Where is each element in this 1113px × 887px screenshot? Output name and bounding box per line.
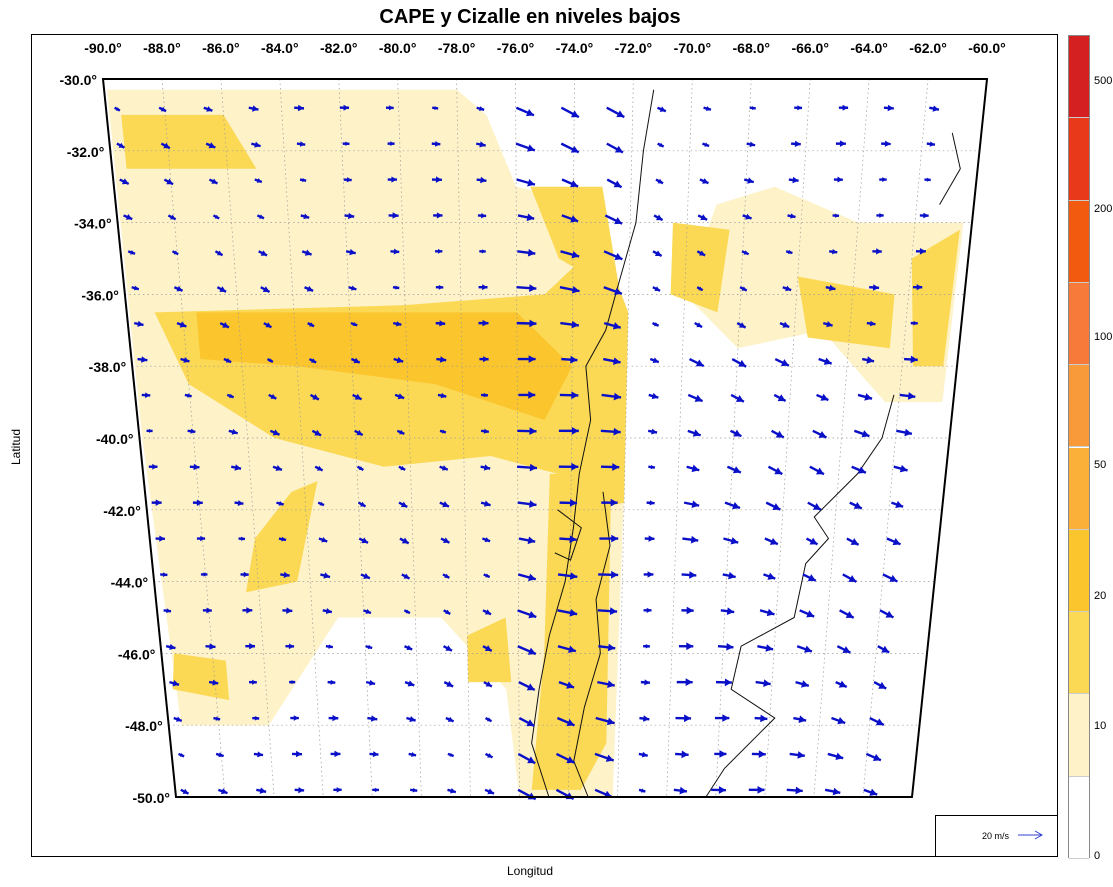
lon-label: -72.0° xyxy=(615,40,653,56)
lon-label: -90.0° xyxy=(84,40,122,56)
x-axis-label: Longitud xyxy=(506,864,554,878)
vector-legend: 20 m/s xyxy=(935,815,1058,857)
lon-label: -64.0° xyxy=(850,40,888,56)
y-axis-label: Latitud xyxy=(9,428,24,466)
lon-label: -68.0° xyxy=(733,40,771,56)
colorbar-segment xyxy=(1069,36,1089,119)
colorbar-tick-label: 50 xyxy=(1094,459,1107,471)
lat-label: -38.0° xyxy=(89,359,127,375)
cape-fields xyxy=(107,89,964,797)
colorbar-segment xyxy=(1069,447,1089,530)
map-title: CAPE y Cizalle en niveles bajos xyxy=(379,6,681,28)
lon-label: -74.0° xyxy=(556,40,594,56)
lat-label: -42.0° xyxy=(103,503,141,519)
lon-label: -76.0° xyxy=(497,40,535,56)
lat-label: -44.0° xyxy=(111,575,149,591)
vector-legend-arrow-icon xyxy=(1018,830,1044,840)
longitude-labels: -90.0° -88.0° -86.0° -84.0° -82.0° -80.0° -78.… xyxy=(84,40,1006,56)
colorbar-segment xyxy=(1069,776,1089,859)
plot-frame xyxy=(31,34,1058,857)
colorbar-tick-label: 200 xyxy=(1094,203,1113,215)
lon-label: -62.0° xyxy=(909,40,947,56)
latitude-labels: -30.0° -32.0° -34.0° -36.0° -38.0° -40.0° -42.… xyxy=(59,72,170,806)
lat-label: -32.0° xyxy=(67,144,105,160)
lon-label: -84.0° xyxy=(261,40,299,56)
colorbar-segment xyxy=(1069,694,1089,777)
lat-label: -46.0° xyxy=(118,646,156,662)
lat-label: -36.0° xyxy=(81,287,119,303)
lon-label: -88.0° xyxy=(143,40,181,56)
colorbar-tick-label: 0 xyxy=(1094,850,1101,862)
graticule xyxy=(110,78,980,798)
colorbar-segment xyxy=(1069,365,1089,448)
lon-label: -66.0° xyxy=(791,40,829,56)
colorbar-tick-label: 500 xyxy=(1094,75,1113,87)
domain-boundary xyxy=(101,78,989,798)
shear-vectors xyxy=(114,104,940,801)
colorbar-segment xyxy=(1069,282,1089,366)
colorbar-tick-label: 10 xyxy=(1094,720,1107,732)
lon-label: -86.0° xyxy=(202,40,240,56)
lon-label: -70.0° xyxy=(674,40,712,56)
lat-label: -30.0° xyxy=(59,72,97,88)
lat-label: -34.0° xyxy=(74,216,112,232)
colorbar-segment xyxy=(1069,529,1089,613)
lon-label: -60.0° xyxy=(968,40,1006,56)
colorbar-segment xyxy=(1069,200,1089,283)
colorbar-segment xyxy=(1069,118,1089,201)
lon-label: -80.0° xyxy=(379,40,417,56)
colorbar xyxy=(1068,35,1090,859)
colorbar-tick-label: 20 xyxy=(1094,590,1107,602)
colorbar-segment xyxy=(1069,612,1089,695)
lat-label: -50.0° xyxy=(132,790,170,806)
lon-label: -82.0° xyxy=(320,40,358,56)
colorbar-tick-label: 100 xyxy=(1094,331,1113,343)
vector-legend-label: 20 m/s xyxy=(982,831,1010,841)
lon-label: -78.0° xyxy=(438,40,476,56)
lat-label: -48.0° xyxy=(125,718,163,734)
lat-label: -40.0° xyxy=(96,431,134,447)
